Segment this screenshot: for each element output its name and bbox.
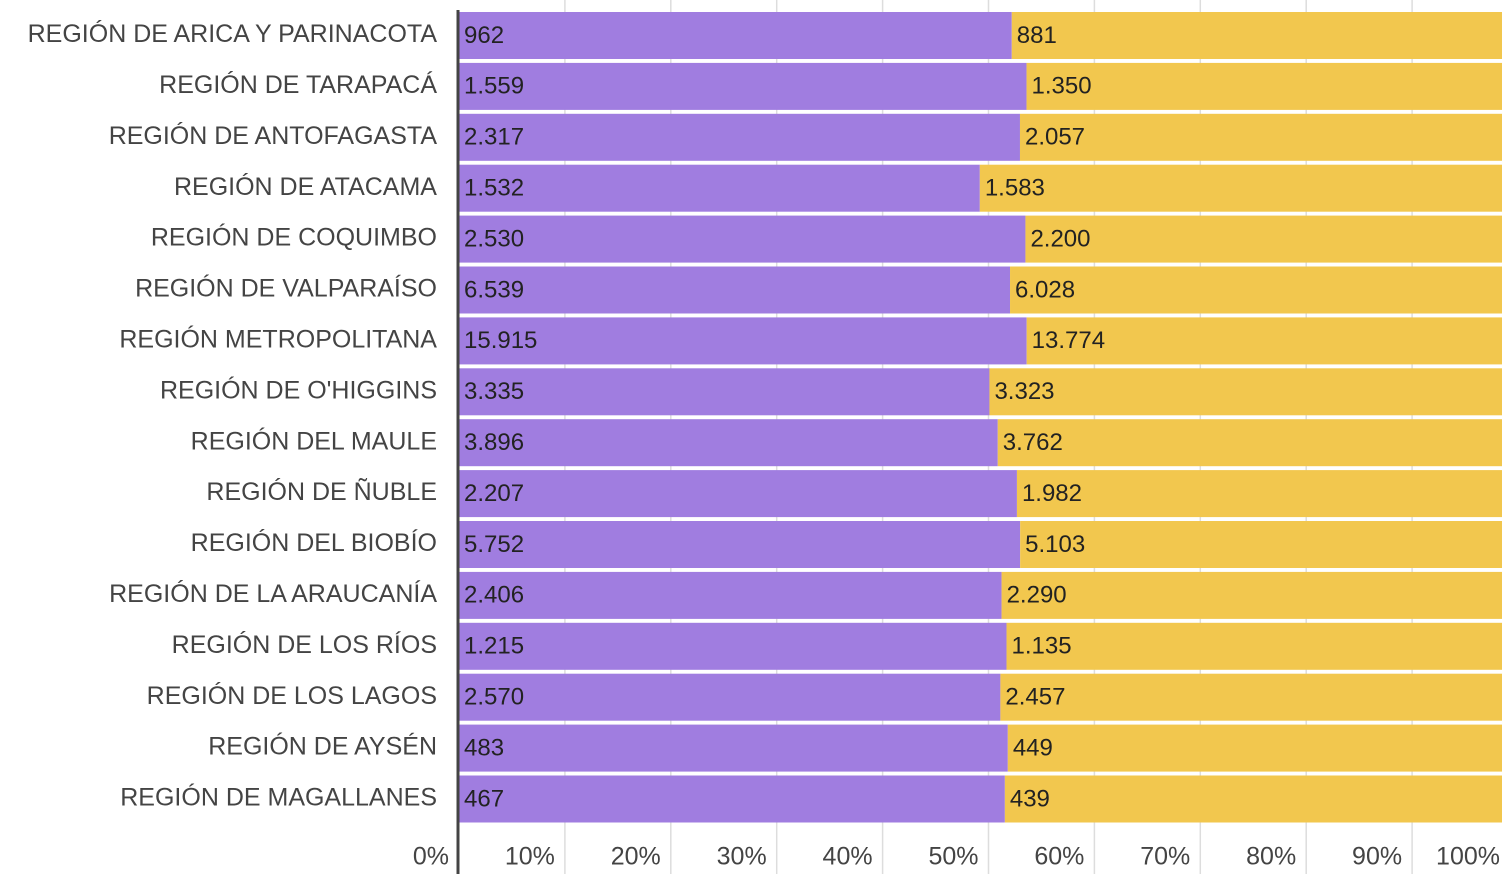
category-label: REGIÓN DE LA ARAUCANÍA bbox=[109, 579, 437, 608]
value-label: 2.200 bbox=[1030, 225, 1090, 252]
x-tick-label: 50% bbox=[928, 843, 978, 871]
bar-segment bbox=[459, 521, 1021, 568]
bar-segment bbox=[1004, 775, 1502, 823]
value-label: 3.896 bbox=[464, 429, 524, 456]
value-label: 15.915 bbox=[464, 327, 537, 354]
bar-segment bbox=[1007, 724, 1502, 772]
x-tick-label: 10% bbox=[505, 843, 555, 871]
bar-segment bbox=[459, 571, 1002, 619]
x-tick-label: 90% bbox=[1352, 843, 1402, 871]
category-label: REGIÓN DE O'HIGGINS bbox=[160, 375, 437, 404]
bar-segment bbox=[459, 12, 1012, 59]
bar-segment bbox=[1019, 113, 1502, 161]
value-label: 1.982 bbox=[1022, 480, 1082, 507]
bar-segment bbox=[997, 419, 1502, 467]
x-tick-label: 40% bbox=[823, 843, 873, 871]
bar-segment bbox=[459, 215, 1026, 263]
bar-segment bbox=[1026, 62, 1502, 110]
bar-segment bbox=[1006, 622, 1502, 670]
value-label: 2.457 bbox=[1005, 684, 1065, 711]
category-label: REGIÓN DE TARAPACÁ bbox=[159, 70, 437, 99]
category-label: REGIÓN DE ÑUBLE bbox=[206, 477, 437, 506]
bar-segment bbox=[459, 266, 1011, 314]
value-label: 5.752 bbox=[464, 531, 524, 558]
category-label: REGIÓN DEL MAULE bbox=[191, 426, 437, 455]
value-label: 1.215 bbox=[464, 633, 524, 660]
bar-segment bbox=[459, 113, 1020, 161]
x-tick-label: 0% bbox=[413, 843, 449, 871]
category-label: REGIÓN DE ARICA Y PARINACOTA bbox=[28, 19, 438, 48]
bar-segment bbox=[1016, 470, 1502, 518]
bar-segment bbox=[459, 317, 1027, 365]
value-label: 1.135 bbox=[1012, 633, 1072, 660]
bar-segment bbox=[459, 724, 1008, 772]
bar-segment bbox=[459, 419, 998, 467]
value-label: 1.532 bbox=[464, 175, 524, 202]
category-label: REGIÓN DE COQUIMBO bbox=[151, 223, 437, 252]
bar-segment bbox=[1010, 266, 1502, 314]
category-label: REGIÓN DE LOS LAGOS bbox=[147, 681, 437, 710]
category-label: REGIÓN DE ANTOFAGASTA bbox=[109, 121, 438, 150]
bar-segment bbox=[459, 673, 1001, 721]
category-label: REGIÓN DE MAGALLANES bbox=[120, 783, 437, 812]
value-label: 962 bbox=[464, 22, 504, 49]
value-label: 449 bbox=[1013, 734, 1053, 761]
bar-segment bbox=[979, 164, 1502, 212]
value-label: 2.530 bbox=[464, 225, 524, 252]
value-label: 2.406 bbox=[464, 582, 524, 609]
bar-segment bbox=[1020, 521, 1502, 568]
value-label: 5.103 bbox=[1025, 531, 1085, 558]
value-label: 2.317 bbox=[464, 124, 524, 151]
category-label: REGIÓN DE AYSÉN bbox=[208, 732, 437, 761]
value-label: 1.350 bbox=[1032, 73, 1092, 100]
x-tick-label: 60% bbox=[1034, 843, 1084, 871]
value-label: 6.539 bbox=[464, 276, 524, 303]
value-label: 3.335 bbox=[464, 378, 524, 405]
bar-segment bbox=[1001, 571, 1502, 619]
bar-segment bbox=[1025, 215, 1502, 263]
value-label: 6.028 bbox=[1015, 276, 1075, 303]
bar-segment bbox=[989, 368, 1502, 416]
value-label: 467 bbox=[464, 785, 504, 812]
category-label: REGIÓN DE LOS RÍOS bbox=[172, 630, 437, 659]
value-label: 13.774 bbox=[1032, 327, 1105, 354]
value-label: 2.570 bbox=[464, 684, 524, 711]
bar-segment bbox=[1000, 673, 1502, 721]
category-label: REGIÓN DE VALPARAÍSO bbox=[135, 274, 437, 303]
value-label: 2.057 bbox=[1025, 124, 1085, 151]
bar-segment bbox=[459, 622, 1007, 670]
x-tick-label: 70% bbox=[1140, 843, 1190, 871]
bar-segment bbox=[1011, 12, 1502, 59]
bar-segment bbox=[459, 470, 1017, 518]
value-label: 3.762 bbox=[1003, 429, 1063, 456]
x-tick-label: 20% bbox=[611, 843, 661, 871]
x-tick-label: 30% bbox=[717, 843, 767, 871]
category-label: REGIÓN DEL BIOBÍO bbox=[191, 528, 437, 557]
x-tick-label: 80% bbox=[1246, 843, 1296, 871]
bar-segment bbox=[459, 164, 980, 212]
category-label: REGIÓN METROPOLITANA bbox=[119, 325, 437, 354]
bar-segment bbox=[1026, 317, 1502, 365]
value-label: 1.583 bbox=[985, 175, 1045, 202]
value-label: 2.290 bbox=[1007, 582, 1067, 609]
value-label: 881 bbox=[1017, 22, 1057, 49]
x-tick-label: 100% bbox=[1436, 843, 1500, 871]
value-label: 439 bbox=[1010, 785, 1050, 812]
bar-segment bbox=[459, 368, 990, 416]
category-label: REGIÓN DE ATACAMA bbox=[174, 172, 437, 201]
bar-segment bbox=[459, 775, 1005, 823]
value-label: 3.323 bbox=[994, 378, 1054, 405]
value-label: 1.559 bbox=[464, 73, 524, 100]
value-label: 2.207 bbox=[464, 480, 524, 507]
value-label: 483 bbox=[464, 734, 504, 761]
bar-segment bbox=[459, 62, 1027, 110]
